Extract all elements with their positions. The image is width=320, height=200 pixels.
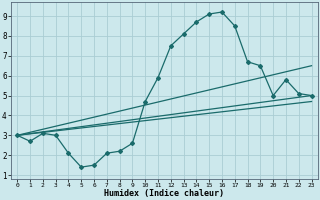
X-axis label: Humidex (Indice chaleur): Humidex (Indice chaleur) (104, 189, 224, 198)
